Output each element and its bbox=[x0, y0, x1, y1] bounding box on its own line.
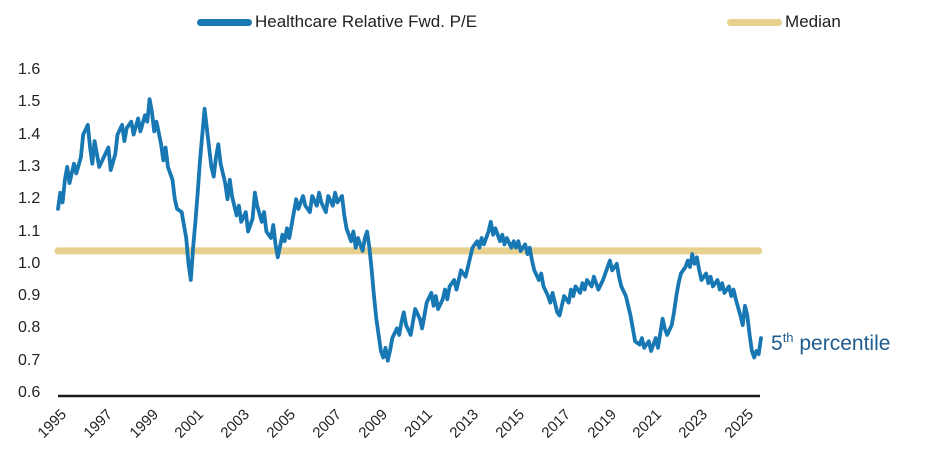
y-axis-tick-label: 1.5 bbox=[18, 93, 41, 111]
median-line-swatch-icon bbox=[727, 18, 783, 26]
y-axis-tick-label: 0.9 bbox=[18, 287, 41, 305]
y-axis-tick-label: 0.6 bbox=[18, 384, 41, 401]
y-axis-tick-label: 0.8 bbox=[18, 319, 41, 337]
y-axis-tick-label: 1.6 bbox=[18, 61, 41, 78]
y-axis-tick-label: 1.1 bbox=[18, 222, 41, 240]
y-axis-tick-label: 1.0 bbox=[18, 254, 41, 272]
legend-label-median: Median bbox=[785, 12, 841, 31]
y-axis-tick-label: 1.3 bbox=[18, 157, 41, 175]
annotation-value: 5 bbox=[771, 332, 783, 355]
legend-item-healthcare: Healthcare Relative Fwd. P/E bbox=[197, 12, 477, 32]
healthcare-relative-fwd-pe-line bbox=[56, 97, 763, 363]
y-axis-tick-label: 1.2 bbox=[18, 190, 41, 208]
y-axis-tick-label: 0.7 bbox=[18, 351, 41, 369]
healthcare-line-swatch-icon bbox=[197, 18, 252, 26]
legend-item-median: Median bbox=[727, 12, 841, 32]
y-axis-tick-label: 1.4 bbox=[18, 125, 41, 143]
legend-label-healthcare: Healthcare Relative Fwd. P/E bbox=[255, 12, 478, 31]
chart-legend: Healthcare Relative Fwd. P/E Median bbox=[197, 12, 841, 32]
annotation-ordinal-suffix: th bbox=[782, 330, 794, 345]
fifth-percentile-annotation: 5th percentile bbox=[771, 330, 890, 356]
annotation-label: percentile bbox=[793, 332, 891, 355]
